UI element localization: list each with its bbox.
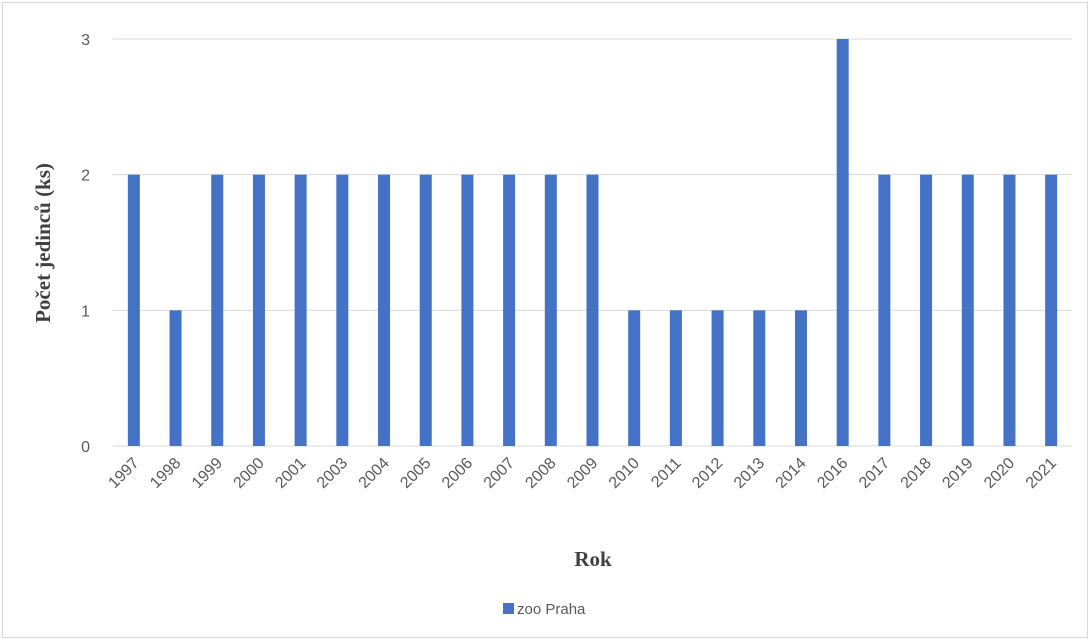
x-tick-label: 2005	[397, 455, 434, 492]
x-tick-label: 2019	[939, 455, 976, 492]
bar	[920, 174, 933, 446]
x-tick-label: 1997	[105, 455, 142, 492]
bar	[294, 174, 307, 446]
x-tick-label: 2008	[522, 455, 559, 492]
y-tick-labels: 0 1 2 3	[81, 32, 90, 456]
y-tick-label: 3	[81, 32, 90, 49]
bar	[878, 174, 891, 446]
x-tick-label: 2009	[564, 455, 601, 492]
bars	[127, 39, 1058, 446]
y-tick-label: 1	[81, 303, 90, 320]
x-tick-label: 2007	[481, 455, 518, 492]
bar	[503, 174, 516, 446]
bar	[961, 174, 974, 446]
y-axis-title: Počet jedinců (ks)	[31, 163, 55, 323]
bar	[461, 174, 474, 446]
x-tick-label: 2013	[731, 455, 768, 492]
bar	[794, 310, 807, 446]
x-tick-labels: 1997 1998 1999 2000 2001 2003 2004 2005 2006 2007…	[105, 455, 1060, 492]
bar	[378, 174, 391, 446]
bar	[252, 174, 265, 446]
x-tick-label: 2011	[648, 455, 684, 491]
x-tick-label: 2004	[356, 455, 393, 492]
bar	[586, 174, 599, 446]
x-tick-label: 2020	[981, 455, 1018, 492]
y-tick-label: 0	[81, 439, 90, 456]
y-tick-label: 2	[81, 168, 90, 185]
bar	[753, 310, 766, 446]
x-tick-label: 2012	[689, 455, 726, 492]
x-tick-label: 2001	[272, 455, 309, 492]
x-tick-label: 2000	[231, 455, 268, 492]
x-tick-label: 2003	[314, 455, 351, 492]
x-tick-label: 1998	[147, 455, 184, 492]
x-tick-label: 1999	[189, 455, 226, 492]
bar	[711, 310, 724, 446]
legend-label: zoo Praha	[517, 601, 586, 618]
x-tick-label: 2006	[439, 455, 476, 492]
bar	[1003, 174, 1016, 446]
bar	[1045, 174, 1058, 446]
bar	[419, 174, 432, 446]
bar	[127, 174, 140, 446]
bar	[836, 39, 849, 446]
legend: zoo Praha	[503, 601, 586, 618]
x-tick-label: 2014	[773, 455, 810, 492]
legend-swatch	[503, 603, 514, 614]
bar	[336, 174, 349, 446]
x-tick-label: 2017	[856, 455, 893, 492]
x-tick-label: 2010	[606, 455, 643, 492]
x-axis-title: Rok	[574, 547, 612, 571]
bar	[169, 310, 182, 446]
x-tick-label: 2018	[898, 455, 935, 492]
x-tick-label: 2016	[814, 455, 851, 492]
bar	[211, 174, 224, 446]
bar	[544, 174, 557, 446]
bar	[669, 310, 682, 446]
x-tick-label: 2021	[1023, 455, 1060, 492]
bar	[628, 310, 641, 446]
